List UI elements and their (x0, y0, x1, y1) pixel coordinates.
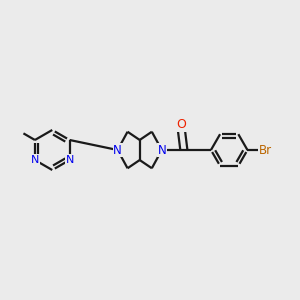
Text: N: N (113, 143, 122, 157)
Text: O: O (177, 118, 186, 131)
Text: Br: Br (259, 143, 272, 157)
Text: N: N (65, 155, 74, 165)
Text: N: N (31, 155, 39, 165)
Text: N: N (158, 143, 166, 157)
